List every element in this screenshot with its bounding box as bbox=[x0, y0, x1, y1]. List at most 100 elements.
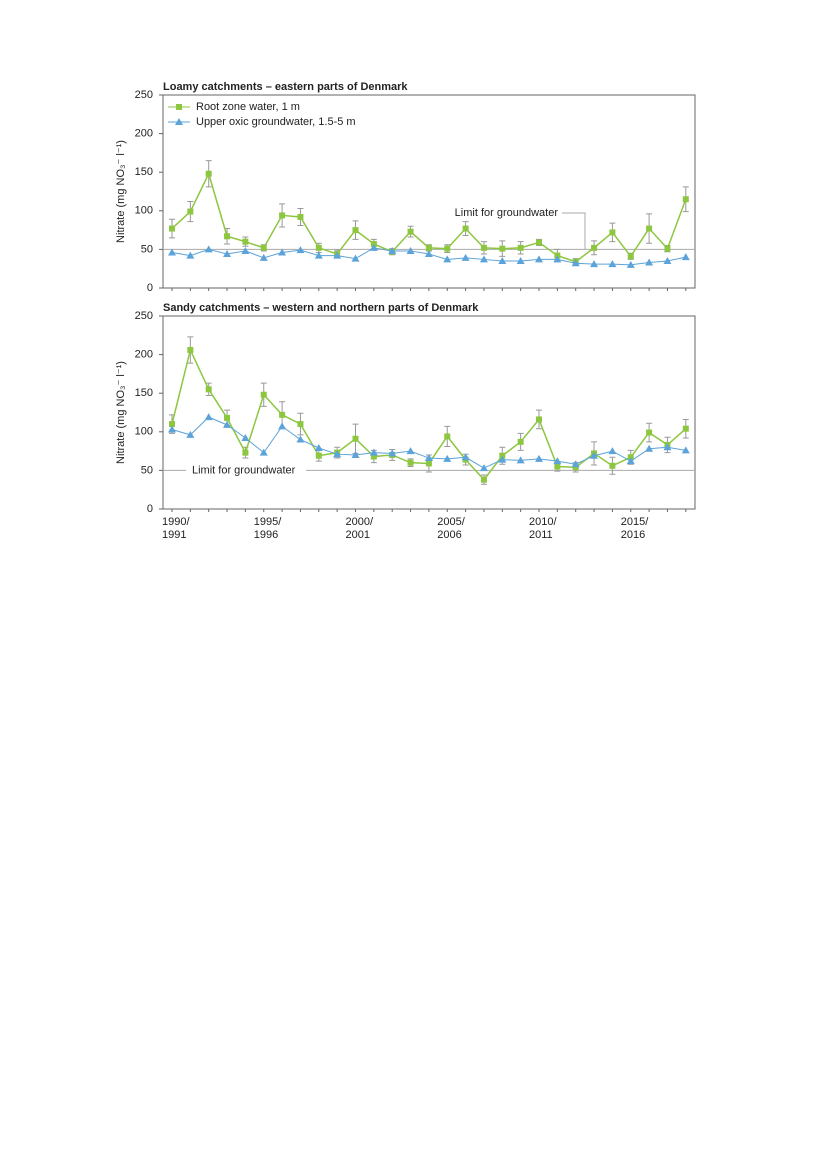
marker bbox=[406, 246, 415, 254]
y-tick-label: 150 bbox=[135, 387, 153, 399]
marker bbox=[278, 422, 287, 430]
marker bbox=[168, 425, 176, 433]
marker bbox=[279, 411, 286, 418]
marker bbox=[297, 421, 304, 428]
marker bbox=[351, 450, 360, 458]
marker bbox=[536, 239, 542, 246]
marker bbox=[370, 453, 377, 460]
marker bbox=[296, 246, 305, 254]
marker bbox=[169, 225, 175, 232]
marker bbox=[443, 454, 452, 462]
marker bbox=[516, 456, 525, 464]
marker bbox=[424, 454, 433, 462]
marker bbox=[461, 453, 470, 461]
marker bbox=[407, 228, 414, 235]
marker bbox=[204, 413, 213, 421]
marker bbox=[608, 447, 617, 455]
plot-frame bbox=[162, 315, 696, 510]
x-tick-label: 2000/ 2001 bbox=[345, 516, 374, 541]
marker bbox=[682, 425, 689, 432]
marker bbox=[681, 446, 690, 454]
marker bbox=[479, 464, 488, 472]
marker bbox=[572, 464, 579, 471]
marker bbox=[424, 250, 433, 258]
marker bbox=[169, 421, 175, 428]
marker bbox=[516, 256, 525, 264]
marker bbox=[352, 435, 359, 442]
marker bbox=[205, 386, 212, 393]
marker bbox=[204, 245, 213, 253]
marker bbox=[278, 248, 287, 256]
y-tick-label: 200 bbox=[135, 128, 153, 140]
marker bbox=[296, 435, 305, 443]
legend-label: Upper oxic groundwater, 1.5-5 m bbox=[196, 116, 356, 128]
marker bbox=[626, 457, 635, 465]
marker bbox=[425, 244, 432, 251]
y-tick-label: 150 bbox=[135, 166, 153, 178]
marker bbox=[186, 251, 195, 259]
marker bbox=[663, 443, 672, 451]
marker bbox=[609, 462, 616, 469]
marker bbox=[517, 244, 524, 251]
y-tick-label: 50 bbox=[141, 243, 153, 255]
limit-leader bbox=[562, 212, 586, 250]
marker bbox=[260, 244, 267, 251]
marker bbox=[553, 255, 562, 263]
limit-label: Limit for groundwater bbox=[192, 464, 296, 476]
y-tick-label: 250 bbox=[135, 89, 153, 101]
marker bbox=[535, 255, 543, 263]
marker bbox=[314, 251, 323, 259]
marker bbox=[664, 245, 671, 252]
marker bbox=[241, 246, 250, 254]
y-tick-label: 0 bbox=[147, 282, 153, 294]
marker bbox=[591, 244, 598, 251]
marker bbox=[553, 457, 562, 465]
marker bbox=[259, 253, 268, 261]
marker bbox=[333, 251, 342, 259]
marker bbox=[241, 433, 250, 441]
marker bbox=[517, 438, 524, 445]
marker bbox=[369, 448, 378, 456]
y-tick-label: 50 bbox=[141, 464, 153, 476]
marker bbox=[461, 253, 470, 261]
marker bbox=[176, 104, 182, 110]
marker bbox=[351, 254, 360, 262]
marker bbox=[333, 450, 342, 458]
marker bbox=[205, 170, 212, 177]
marker bbox=[425, 460, 432, 467]
marker bbox=[646, 225, 653, 232]
marker bbox=[187, 346, 194, 353]
marker bbox=[314, 444, 323, 452]
marker bbox=[260, 391, 267, 398]
marker bbox=[388, 449, 397, 457]
marker bbox=[663, 256, 672, 264]
marker bbox=[646, 429, 653, 436]
marker bbox=[168, 248, 176, 256]
legend-label: Root zone water, 1 m bbox=[196, 101, 300, 113]
y-tick-label: 100 bbox=[135, 205, 153, 217]
marker bbox=[223, 250, 232, 258]
marker bbox=[480, 476, 487, 483]
marker bbox=[590, 451, 599, 459]
x-tick-label: 1990/ 1991 bbox=[162, 516, 190, 541]
chart-title: Sandy catchments – western and northern … bbox=[163, 302, 479, 314]
marker bbox=[407, 459, 414, 466]
y-tick-label: 0 bbox=[147, 503, 153, 515]
marker bbox=[626, 260, 635, 268]
marker bbox=[443, 255, 452, 263]
marker bbox=[352, 227, 359, 234]
marker bbox=[627, 253, 634, 260]
marker bbox=[535, 454, 543, 462]
marker bbox=[175, 118, 183, 125]
y-tick-label: 200 bbox=[135, 349, 153, 361]
marker bbox=[444, 433, 451, 440]
marker bbox=[224, 414, 231, 421]
y-axis-label: Nitrate (mg NO₃⁻ l⁻¹) bbox=[115, 361, 127, 464]
marker bbox=[444, 245, 451, 252]
marker bbox=[609, 229, 616, 236]
marker bbox=[223, 420, 232, 428]
y-tick-label: 250 bbox=[135, 310, 153, 322]
marker bbox=[186, 430, 195, 438]
